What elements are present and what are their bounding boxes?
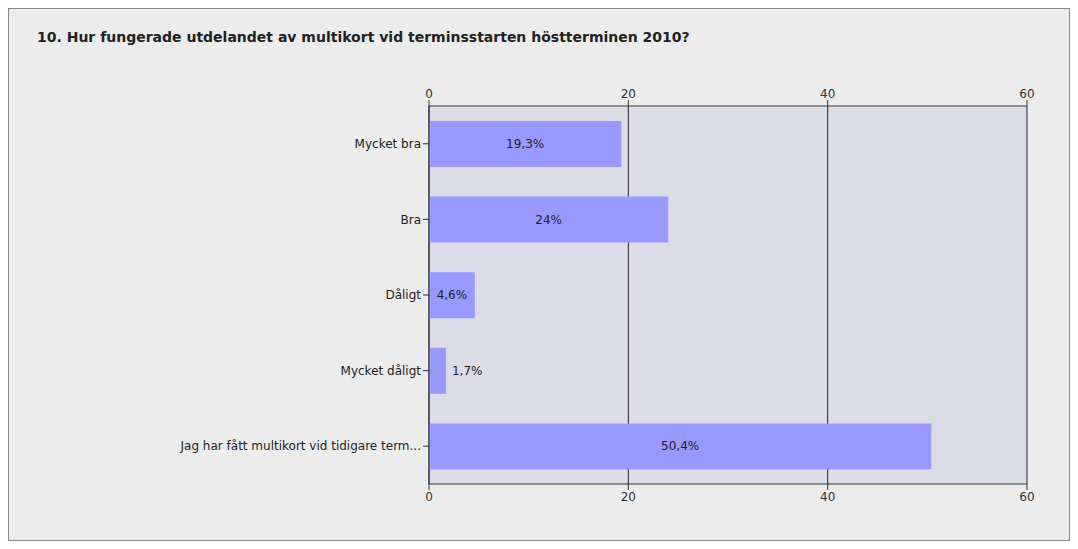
svg-text:Jag har fått multikort vid tid: Jag har fått multikort vid tidigare term… [180,439,421,453]
svg-text:Bra: Bra [400,213,421,227]
svg-text:0: 0 [425,87,433,101]
svg-text:60: 60 [1019,87,1034,101]
svg-text:Dåligt: Dåligt [385,288,421,302]
svg-text:0: 0 [425,490,433,504]
svg-text:1,7%: 1,7% [452,364,483,378]
svg-text:19,3%: 19,3% [506,137,544,151]
svg-text:4,6%: 4,6% [437,288,468,302]
svg-text:60: 60 [1019,490,1034,504]
svg-text:Mycket dåligt: Mycket dåligt [341,364,422,378]
svg-text:24%: 24% [535,213,562,227]
svg-text:40: 40 [820,87,835,101]
svg-text:20: 20 [621,490,636,504]
svg-text:40: 40 [820,490,835,504]
svg-text:Mycket bra: Mycket bra [355,137,421,151]
svg-text:50,4%: 50,4% [661,439,699,453]
svg-text:20: 20 [621,87,636,101]
html-text:10. Hur fungerade utdelandet a: 10. Hur fungerade utdelandet av multikor… [37,29,690,45]
